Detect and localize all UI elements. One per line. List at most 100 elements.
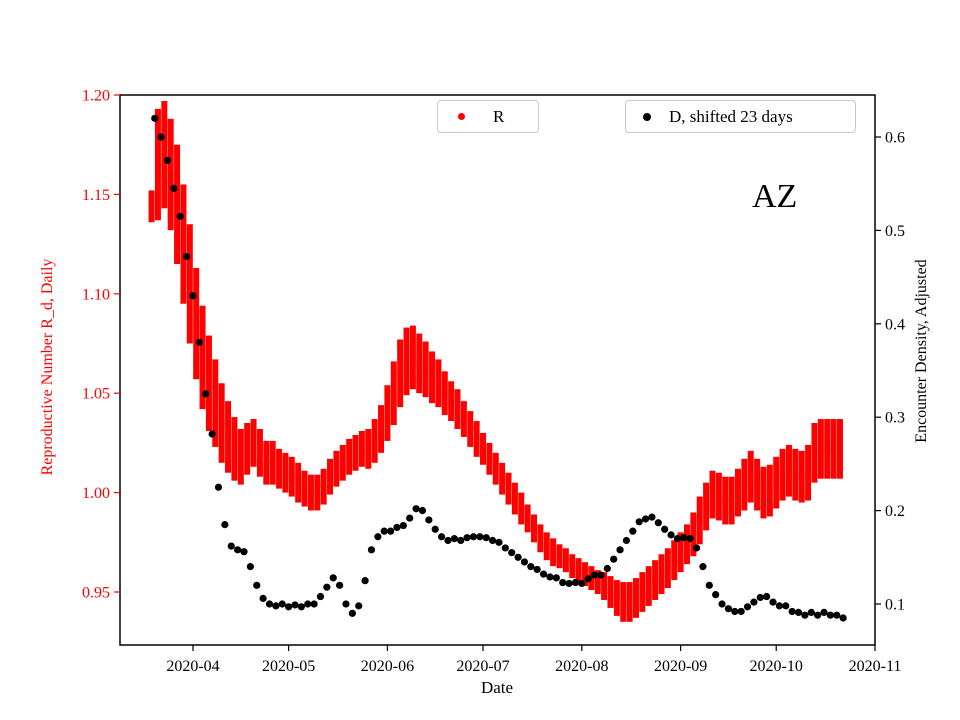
data-point bbox=[244, 445, 251, 452]
data-point bbox=[361, 577, 369, 585]
data-point bbox=[620, 598, 627, 605]
data-point bbox=[658, 571, 665, 578]
x-tick-label: 2020-05 bbox=[262, 658, 315, 675]
data-point bbox=[304, 600, 312, 608]
data-point bbox=[839, 614, 847, 622]
data-point bbox=[760, 489, 767, 496]
data-point bbox=[622, 536, 631, 545]
data-point bbox=[278, 600, 286, 608]
data-point bbox=[234, 546, 242, 554]
data-point bbox=[355, 602, 363, 610]
data-point bbox=[154, 161, 161, 168]
data-point bbox=[785, 467, 792, 474]
data-point bbox=[339, 459, 346, 466]
data-point bbox=[214, 483, 223, 491]
data-point bbox=[626, 598, 633, 605]
data-point bbox=[148, 203, 155, 210]
data-point bbox=[830, 445, 837, 452]
data-point bbox=[661, 525, 669, 533]
data-point bbox=[454, 406, 461, 413]
data-point bbox=[250, 439, 257, 446]
data-point bbox=[371, 437, 378, 444]
data-point bbox=[431, 525, 439, 533]
legend-d-marker-icon bbox=[643, 112, 651, 121]
data-point bbox=[406, 514, 414, 522]
data-point bbox=[246, 563, 254, 571]
data-point bbox=[358, 445, 365, 452]
data-point bbox=[231, 445, 238, 452]
data-point bbox=[645, 583, 652, 590]
data-point bbox=[403, 358, 410, 365]
x-tick-label: 2020-07 bbox=[456, 658, 509, 675]
data-point bbox=[399, 521, 407, 530]
left-tick-label: 1.05 bbox=[82, 386, 110, 403]
data-point bbox=[635, 518, 643, 526]
data-point bbox=[769, 598, 777, 606]
data-point bbox=[463, 534, 471, 542]
data-point bbox=[531, 525, 538, 532]
data-point bbox=[416, 360, 423, 367]
data-point bbox=[724, 605, 733, 613]
right-tick-label: 0.5 bbox=[885, 223, 905, 240]
data-point bbox=[174, 201, 181, 208]
data-point bbox=[397, 370, 404, 377]
data-point bbox=[170, 184, 178, 192]
data-point bbox=[157, 133, 165, 141]
data-point bbox=[180, 241, 187, 248]
data-point bbox=[378, 425, 385, 432]
legend-r-label: R bbox=[493, 106, 505, 126]
data-point bbox=[384, 410, 391, 417]
left-axis-title: Reproductive Number R_d, Daily bbox=[39, 258, 56, 476]
data-point bbox=[367, 546, 376, 554]
data-point bbox=[667, 531, 675, 539]
data-point bbox=[731, 607, 739, 616]
data-point bbox=[584, 575, 592, 583]
data-point bbox=[654, 519, 662, 527]
data-point bbox=[237, 453, 244, 460]
data-point bbox=[291, 601, 299, 609]
data-point bbox=[295, 479, 302, 486]
data-point bbox=[520, 558, 529, 566]
data-point bbox=[441, 390, 448, 397]
data-point bbox=[728, 497, 735, 504]
data-point bbox=[380, 527, 388, 535]
data-point bbox=[409, 354, 416, 361]
data-point bbox=[734, 489, 741, 496]
data-point bbox=[310, 600, 318, 608]
x-tick-label: 2020-09 bbox=[654, 658, 707, 675]
data-point bbox=[422, 366, 429, 373]
data-point bbox=[559, 578, 567, 587]
data-point bbox=[301, 485, 308, 492]
data-point bbox=[282, 469, 289, 476]
data-point bbox=[276, 465, 283, 472]
legend-r: R bbox=[437, 100, 539, 133]
data-point bbox=[437, 533, 446, 541]
data-point bbox=[176, 212, 184, 220]
data-point bbox=[336, 581, 344, 589]
data-point bbox=[565, 579, 573, 588]
data-point bbox=[798, 473, 805, 480]
data-point bbox=[754, 481, 761, 488]
data-point bbox=[743, 603, 752, 611]
data-point bbox=[597, 571, 605, 579]
data-point bbox=[499, 475, 506, 482]
data-point bbox=[346, 453, 353, 460]
data-point bbox=[473, 435, 480, 442]
left-tick-label: 1.10 bbox=[82, 286, 110, 303]
legend-r-marker-icon bbox=[458, 113, 465, 120]
right-tick-label: 0.3 bbox=[885, 410, 905, 427]
data-point bbox=[692, 544, 701, 552]
data-point bbox=[457, 536, 465, 545]
data-point bbox=[163, 156, 172, 164]
data-point bbox=[186, 280, 193, 287]
plot-frame bbox=[119, 94, 876, 646]
data-point bbox=[486, 455, 493, 462]
data-point bbox=[225, 433, 232, 440]
data-point bbox=[448, 398, 455, 405]
data-point bbox=[686, 535, 694, 543]
data-point bbox=[779, 471, 786, 478]
data-point bbox=[811, 449, 818, 456]
data-point bbox=[495, 538, 503, 546]
data-point bbox=[212, 400, 219, 407]
